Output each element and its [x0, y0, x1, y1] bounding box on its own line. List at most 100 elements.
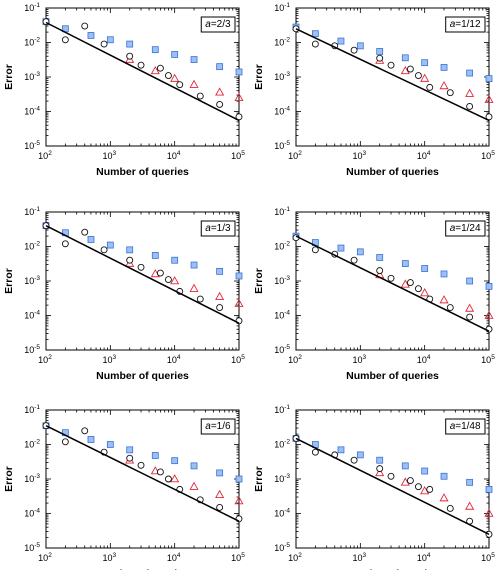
triangle-marker [484, 94, 494, 103]
chart-panel: 102 103 104 105 10-5 10-4 10-3 10-2 10-1 Number o… [3, 2, 245, 178]
chart-panel: 102 103 104 105 10-5 10-4 10-3 10-2 10-1 Number o… [253, 404, 495, 570]
y-tick-label: 10-2 [24, 439, 40, 450]
axis-ticks [45, 409, 240, 549]
square-marker [356, 248, 364, 256]
circle-marker [350, 46, 358, 54]
circle-marker [387, 472, 395, 480]
circle-marker [311, 448, 319, 456]
y-tick-label: 10-4 [274, 508, 290, 519]
circle-marker [446, 89, 454, 97]
panel-annotation-box [445, 220, 486, 237]
square-marker [485, 282, 493, 290]
circle-marker [61, 240, 69, 248]
panel-annotation: a=2/3 [205, 19, 231, 30]
y-tick-label: 10-5 [24, 140, 40, 151]
circle-marker [61, 438, 69, 446]
circle-marker [61, 36, 69, 44]
circle-marker [376, 267, 384, 275]
square-marker [421, 59, 429, 67]
triangle-marker [375, 468, 385, 477]
square-marker [440, 472, 448, 480]
square-marker [171, 457, 179, 465]
circle-marker [350, 256, 358, 264]
panel-annotation-box [200, 16, 236, 33]
circle-marker [485, 325, 493, 333]
circle-marker [196, 295, 204, 303]
square-marker [87, 236, 95, 243]
circle-marker [81, 228, 89, 236]
square-marker [401, 260, 409, 267]
square-marker [376, 254, 384, 261]
x-tick-label: 102 [288, 552, 302, 563]
square-marker [235, 475, 243, 483]
circle-marker [126, 454, 134, 462]
circle-marker [414, 72, 422, 80]
square-marker [485, 75, 493, 82]
square-marker [421, 467, 429, 475]
axis-ticks [295, 409, 490, 549]
y-tick-label: 10-5 [24, 542, 40, 553]
circle-marker [426, 83, 434, 91]
x-tick-label: 104 [417, 552, 431, 563]
x-axis-label: Number of queries [96, 568, 189, 570]
square-series [292, 23, 493, 82]
x-tick-label: 102 [38, 150, 52, 161]
triangle-marker [484, 508, 494, 517]
square-marker [87, 32, 95, 39]
triangle-series [125, 54, 244, 102]
square-marker [466, 69, 474, 77]
y-tick-label: 10-5 [24, 344, 40, 355]
x-tick-label: 103 [103, 150, 117, 161]
x-tick-label: 104 [417, 354, 431, 365]
x-tick-label: 105 [231, 354, 245, 365]
triangle-marker [234, 92, 244, 102]
triangle-marker [234, 298, 244, 307]
y-axis-label: Error [3, 466, 15, 492]
circle-marker [100, 246, 108, 254]
triangle-marker [465, 303, 475, 312]
circle-marker [387, 61, 395, 69]
y-axis-label: Error [253, 64, 265, 90]
x-tick-label: 105 [231, 552, 245, 563]
triangle-marker [189, 481, 199, 490]
circle-series [42, 18, 243, 121]
square-marker [466, 478, 474, 486]
circle-marker [414, 285, 422, 293]
square-marker [106, 441, 114, 448]
triangle-marker [189, 79, 199, 88]
circle-marker [126, 256, 134, 264]
y-axis-label: Error [3, 64, 15, 90]
square-marker [216, 469, 224, 477]
square-marker [440, 270, 448, 278]
y-tick-label: 10-4 [24, 508, 40, 519]
triangle-marker [150, 466, 160, 475]
circle-marker [466, 313, 474, 321]
y-tick-label: 10-5 [274, 140, 290, 151]
circle-marker [196, 92, 204, 100]
square-marker [376, 456, 384, 464]
chart-panel: 102 103 104 105 10-5 10-4 10-3 10-2 10-1 Number o… [253, 206, 495, 382]
y-tick-label: 10-2 [24, 37, 40, 48]
x-tick-label: 103 [353, 150, 367, 161]
circle-marker [81, 427, 89, 435]
circle-series [292, 25, 493, 121]
x-tick-label: 102 [288, 150, 302, 161]
triangle-marker [439, 295, 449, 304]
circle-marker [311, 246, 319, 254]
square-marker [216, 63, 224, 71]
x-tick-label: 103 [103, 354, 117, 365]
square-marker [356, 451, 364, 459]
x-axis-label: Number of queries [96, 166, 189, 178]
x-tick-label: 103 [103, 552, 117, 563]
triangle-marker [170, 73, 180, 82]
circle-marker [311, 40, 319, 48]
triangle-marker [170, 276, 180, 285]
x-tick-label: 103 [353, 552, 367, 563]
square-marker [106, 241, 114, 249]
panel-annotation: a=1/12 [450, 19, 481, 30]
triangle-marker [215, 87, 225, 96]
circle-marker [446, 304, 454, 311]
fit-line [45, 21, 240, 122]
y-tick-label: 10-1 [274, 404, 290, 415]
circle-marker [156, 269, 164, 277]
